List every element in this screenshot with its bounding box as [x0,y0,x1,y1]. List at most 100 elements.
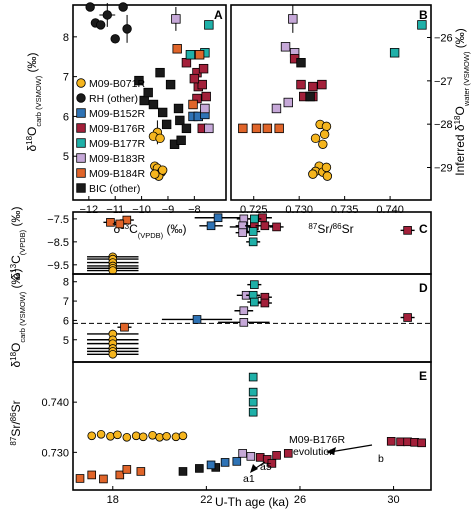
panel-e-m09-b184r-point-2 [99,474,108,484]
panel-e-bic-other-point-0 [178,467,188,476]
panel-d-ticks: 5 6 7 8 [63,277,77,347]
panel-a-m09-b183r-point-1 [204,123,214,134]
panel-a-rh-other-point-5 [122,24,132,34]
panel-b-bic-other-point-0 [296,58,306,68]
legend-label-m09-b177r: M09-B177R [89,138,145,150]
panel-a-bic-other-point-11 [165,79,176,90]
panel-b-ylabel-right: Inferred δ18Owater (VSMOW) (‰) [453,28,471,176]
panel-e-m09-b071r-point-9 [162,431,171,441]
panel-b-m09-b176r-point-1 [296,79,306,90]
legend-marker-m09-b183r [76,153,86,163]
panel-c-m09-b177r-point-1 [248,227,258,236]
panel-b-m09-b071r-point-10 [321,162,332,173]
panel-e-m09-b184r-point-1 [87,470,97,480]
panel-a-m09-b176r-point-6 [201,91,211,102]
panel-d-m09-b183r-point-1 [239,306,249,316]
panel-a-bic-other-point-7 [173,103,184,114]
panel-d-m09-b183r-point-0 [239,318,249,327]
panel-c-ytick-label-0: −7.5 [47,214,69,226]
panel-e: E 18 22 26 30 0.730 0.740 M09-B176R evolution… [9,361,432,509]
panel-e-xtick-label-2: 26 [294,494,306,506]
annotation-a1: a1 [243,473,255,485]
panel-e-marks [75,372,426,484]
panel-c-m09-b152r-point-1 [206,221,216,231]
legend-marker-bic-other [76,183,86,193]
panel-e-ticks: 18 22 26 30 0.730 0.740 [41,397,399,506]
panel-e-m09-b071r-point-1 [96,429,106,439]
panel-e-ytick-label-0: 0.730 [41,447,69,459]
annotation-m09-b176r: M09-B176R [289,434,345,446]
panel-d-m09-b152r-point-0 [192,315,202,324]
panel-a-bic-other-point-2 [143,87,153,98]
panel-e-ytick-label-1: 0.740 [41,397,69,409]
arrow-b-to-a5-head [326,447,336,455]
panel-c-m09-b152r-point-0 [213,213,223,223]
panel-b-marks [238,5,427,181]
panel-d-ytick-label-2: 7 [63,296,69,308]
panel-e-m09-b071r-point-5 [131,431,141,441]
panel-a-bic-other-point-0 [134,75,144,86]
panel-b-xtick-label-3: 0.740 [376,204,404,216]
panel-d-m09-b176r-point-1 [260,298,270,308]
panel-a-marks [85,2,214,181]
panel-b: B 0.725 0.730 0.735 0.740 −26 −27 −28 −29 87Sr/… [230,4,471,236]
panel-e-m09-b183r-point-0 [238,449,247,458]
panel-a-m09-b177r-point-1 [185,50,196,60]
panel-b-xtick-label-2: 0.735 [331,204,359,216]
panel-e-m09-b152r-point-1 [220,458,230,467]
panel-a-rh-other-point-2 [95,20,106,30]
legend-label-rh-other: RH (other) [89,93,138,105]
panel-d-m09-b184r-point-0 [120,322,129,332]
panel-e-ylabel: 87Sr/86Sr [9,400,24,445]
panel-e-label: E [419,369,427,383]
panel-a-m09-b071r-point-7 [157,165,168,175]
panel-e-m09-b177r-point-3 [248,407,258,417]
panel-e-m09-b071r-point-7 [148,430,157,440]
panel-b-right-ytick-label-0: −26 [434,33,453,45]
panel-b-frame [230,4,432,201]
panel-b-xtick-label-0: 0.725 [240,204,268,216]
panel-a-m09-b071r-point-8 [150,169,160,179]
panel-d-ytick-label-0: 5 [63,335,69,347]
panel-e-m09-b184r-point-5 [136,467,146,476]
panel-e-m09-b183r-point-1 [246,452,256,461]
panel-e-m09-b176r-point-9 [417,438,426,448]
legend-label-m09-b152r: M09-B152R [89,108,145,120]
panel-e-m09-b176r-point-3 [283,449,293,458]
panel-a-rh-other-point-0 [85,2,95,12]
panel-b-ticks: 0.725 0.730 0.735 0.740 −26 −27 −28 −29 [240,33,453,217]
panel-a-m09-b184r-point-1 [188,99,198,110]
panel-b-m09-b071r-point-3 [310,133,321,144]
annotation-evolution: evolution [293,446,335,458]
legend-label-m09-b176r: M09-B176R [89,123,145,135]
panel-a-bic-other-point-5 [161,119,172,130]
panel-a-m09-b177r-point-0 [204,20,214,30]
panel-b-m09-b184r-point-0 [238,123,248,134]
panel-a-m09-b176r-point-4 [198,63,209,74]
panel-e-m09-b071r-point-2 [106,431,115,441]
panel-b-m09-b176r-point-2 [308,81,318,92]
panel-e-m09-b071r-point-6 [138,432,148,442]
panel-c-m09-b176r-point-2 [260,221,270,231]
panel-c-m09-b176r-point-3 [272,222,281,232]
panel-e-m09-b177r-point-2 [248,397,258,407]
panel-b-m09-b184r-point-1 [251,123,262,134]
panel-b-m09-b071r-point-9 [308,169,318,179]
panel-a-xtick-label-1: −11 [106,204,124,216]
panel-b-right-ytick-label-1: −27 [434,76,453,88]
panel-e-m09-b071r-point-3 [113,430,122,440]
panel-b-m09-b176r-point-3 [317,79,327,90]
panel-c-m09-b183r-point-2 [238,228,247,237]
panel-b-m09-b071r-point-4 [318,139,328,149]
panel-a-m09-b176r-point-0 [181,58,192,68]
panel-c-m09-b177r-point-0 [250,214,259,224]
panel-b-m09-b071r-point-8 [322,171,333,181]
panel-e-xtick-label-3: 30 [387,494,399,506]
panel-e-m09-b184r-point-0 [75,474,85,483]
panel-a-ylabel: δ18Ocarb (VSMOW) (‰) [25,52,43,151]
panel-c-label: C [419,222,428,236]
panel-b-m09-b184r-point-3 [274,123,284,134]
panel-e-m09-b176r-point-4 [267,459,277,468]
panel-a-m09-b184r-point-0 [172,44,182,54]
